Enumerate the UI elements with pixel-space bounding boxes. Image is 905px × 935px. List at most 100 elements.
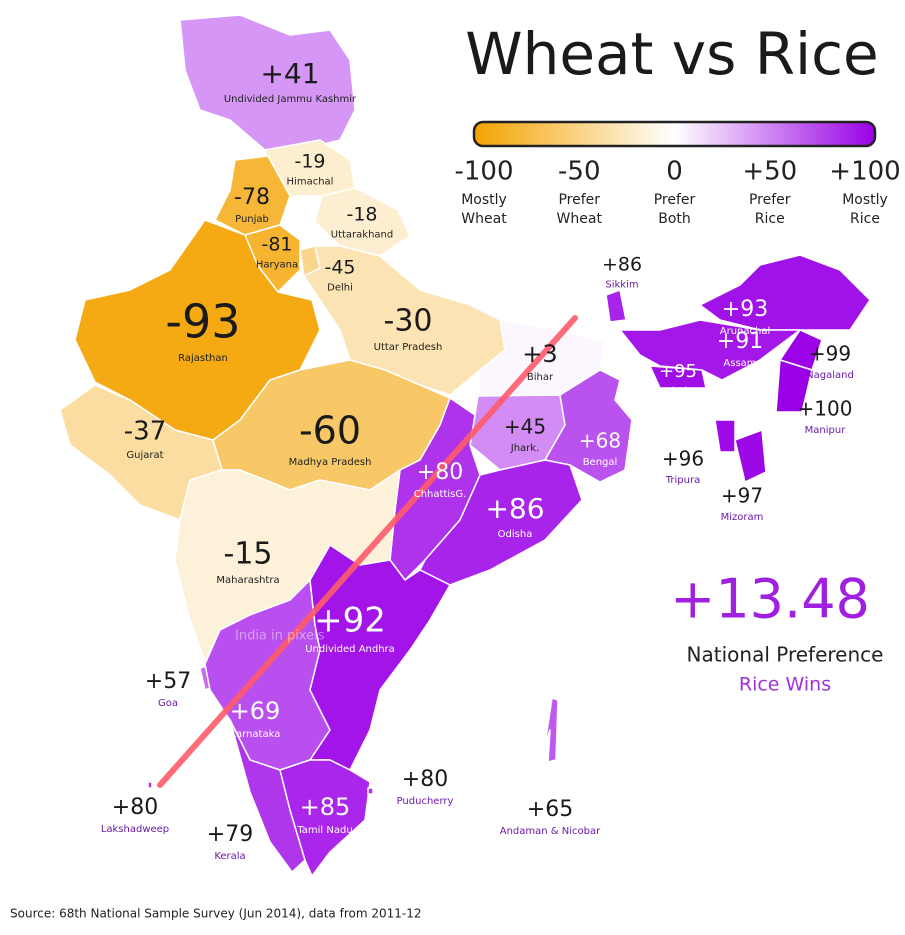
region <box>367 787 374 795</box>
legend-caption: Prefer Rice <box>749 192 791 227</box>
region-value: +3 <box>522 340 557 368</box>
region-name: Mizoram <box>721 512 764 523</box>
region-name: Undivided Andhra <box>305 644 395 655</box>
divider-line <box>157 315 578 788</box>
region-value: +86 <box>602 254 642 276</box>
watermark: India in pixels <box>235 629 325 644</box>
region-name: Puducherry <box>397 796 454 807</box>
region-name: Jhark. <box>510 443 540 454</box>
region-name: Gujarat <box>126 450 163 461</box>
region-value: -19 <box>294 151 325 173</box>
region-value: -30 <box>384 304 433 339</box>
region-name: Karnataka <box>230 729 281 740</box>
region-name: Goa <box>158 698 178 709</box>
national-caption: National Preference <box>687 643 884 667</box>
region-name: Tripura <box>665 475 700 486</box>
legend: -100 Mostly Wheat -50 Prefer Wheat 0 Prefer Both… <box>454 148 901 227</box>
region-value: +99 <box>809 342 851 366</box>
region-value: +65 <box>527 797 573 822</box>
region-value: -93 <box>165 295 240 349</box>
region-value: -81 <box>261 234 292 256</box>
region-name: Tamil Nadu <box>296 825 352 836</box>
region-value: +96 <box>662 447 704 471</box>
region-name: Sikkim <box>605 280 638 291</box>
source: Source: 68th National Sample Survey (Jun… <box>10 907 421 921</box>
region-name: Maharashtra <box>216 575 279 586</box>
legend-caption: Prefer Wheat <box>557 192 603 227</box>
color-bar <box>472 120 877 148</box>
title: Wheat vs Rice <box>465 20 878 88</box>
region-name: Bihar <box>527 372 554 383</box>
regions <box>59 14 871 877</box>
region-name: Manipur <box>805 425 847 436</box>
region <box>619 319 801 381</box>
region-value: -15 <box>224 537 273 572</box>
region <box>649 365 707 389</box>
region <box>714 419 736 453</box>
region-name: Undivided Jammu Kashmir <box>224 94 357 105</box>
region <box>314 187 411 257</box>
region-value: +80 <box>402 767 448 792</box>
region-name: Meghalaya <box>651 386 706 397</box>
legend-tick-label: -50 <box>558 157 600 187</box>
region-value: +45 <box>504 415 546 439</box>
region-name: Odisha <box>498 529 533 540</box>
region-value: +79 <box>207 822 253 847</box>
region-name: Lakshadweep <box>101 824 169 835</box>
region <box>544 697 559 763</box>
legend-caption: Mostly Wheat <box>461 192 507 227</box>
region-value: -18 <box>346 204 377 226</box>
region-name: Kerala <box>214 851 245 862</box>
region-value: +86 <box>485 492 544 525</box>
region <box>279 759 371 877</box>
region <box>605 289 627 323</box>
region-name: Andaman & Nicobar <box>500 826 601 837</box>
region-name: Punjab <box>235 214 269 225</box>
national-verdict: Rice Wins <box>739 674 831 696</box>
region-value: -45 <box>324 257 355 279</box>
region <box>544 369 633 483</box>
region-name: Arunachal <box>720 326 771 337</box>
region <box>309 544 451 771</box>
legend-tick-label: -100 <box>454 157 513 187</box>
region-value: +57 <box>145 669 191 694</box>
region-value: +95 <box>659 361 697 382</box>
region-name: Assam <box>723 358 756 369</box>
region-name: Madhya Pradesh <box>289 457 372 468</box>
region-name: Himachal <box>287 177 334 188</box>
region-value: +92 <box>314 601 386 641</box>
region-name: Uttar Pradesh <box>374 342 443 353</box>
region <box>419 459 583 586</box>
legend-tick-label: +50 <box>742 157 797 187</box>
region-name: Rajasthan <box>178 353 228 364</box>
labels: +41 Undivided Jammu Kashmir -19 Himachal -78… <box>101 57 854 862</box>
region-value: +100 <box>798 397 853 421</box>
region-value: +69 <box>230 697 281 725</box>
region-value: -60 <box>299 409 361 453</box>
legend-caption: Prefer Both <box>654 192 696 227</box>
region-name: Uttarakhand <box>331 230 393 241</box>
region-name: Nagaland <box>806 370 854 381</box>
region-value: -78 <box>234 185 270 210</box>
region-value: +41 <box>260 57 319 90</box>
region <box>734 429 767 483</box>
region-name: Haryana <box>256 260 298 271</box>
legend-tick-label: 0 <box>666 157 683 187</box>
region-value: +97 <box>721 484 763 508</box>
region-value: +80 <box>112 795 158 820</box>
region-value: +80 <box>417 460 463 485</box>
region-name: ChhattisG. <box>414 489 467 500</box>
region <box>775 359 813 413</box>
legend-caption: Mostly Rice <box>842 192 888 227</box>
region-name: Delhi <box>327 283 353 294</box>
region-name: Bengal <box>583 457 618 468</box>
region-value: +85 <box>300 793 351 821</box>
region-value: +93 <box>722 297 768 322</box>
national-value: +13.48 <box>670 568 870 631</box>
region <box>147 781 153 789</box>
region <box>179 14 356 151</box>
region-value: -37 <box>124 417 166 447</box>
region-value: +91 <box>717 329 763 354</box>
legend-tick-label: +100 <box>829 157 900 187</box>
